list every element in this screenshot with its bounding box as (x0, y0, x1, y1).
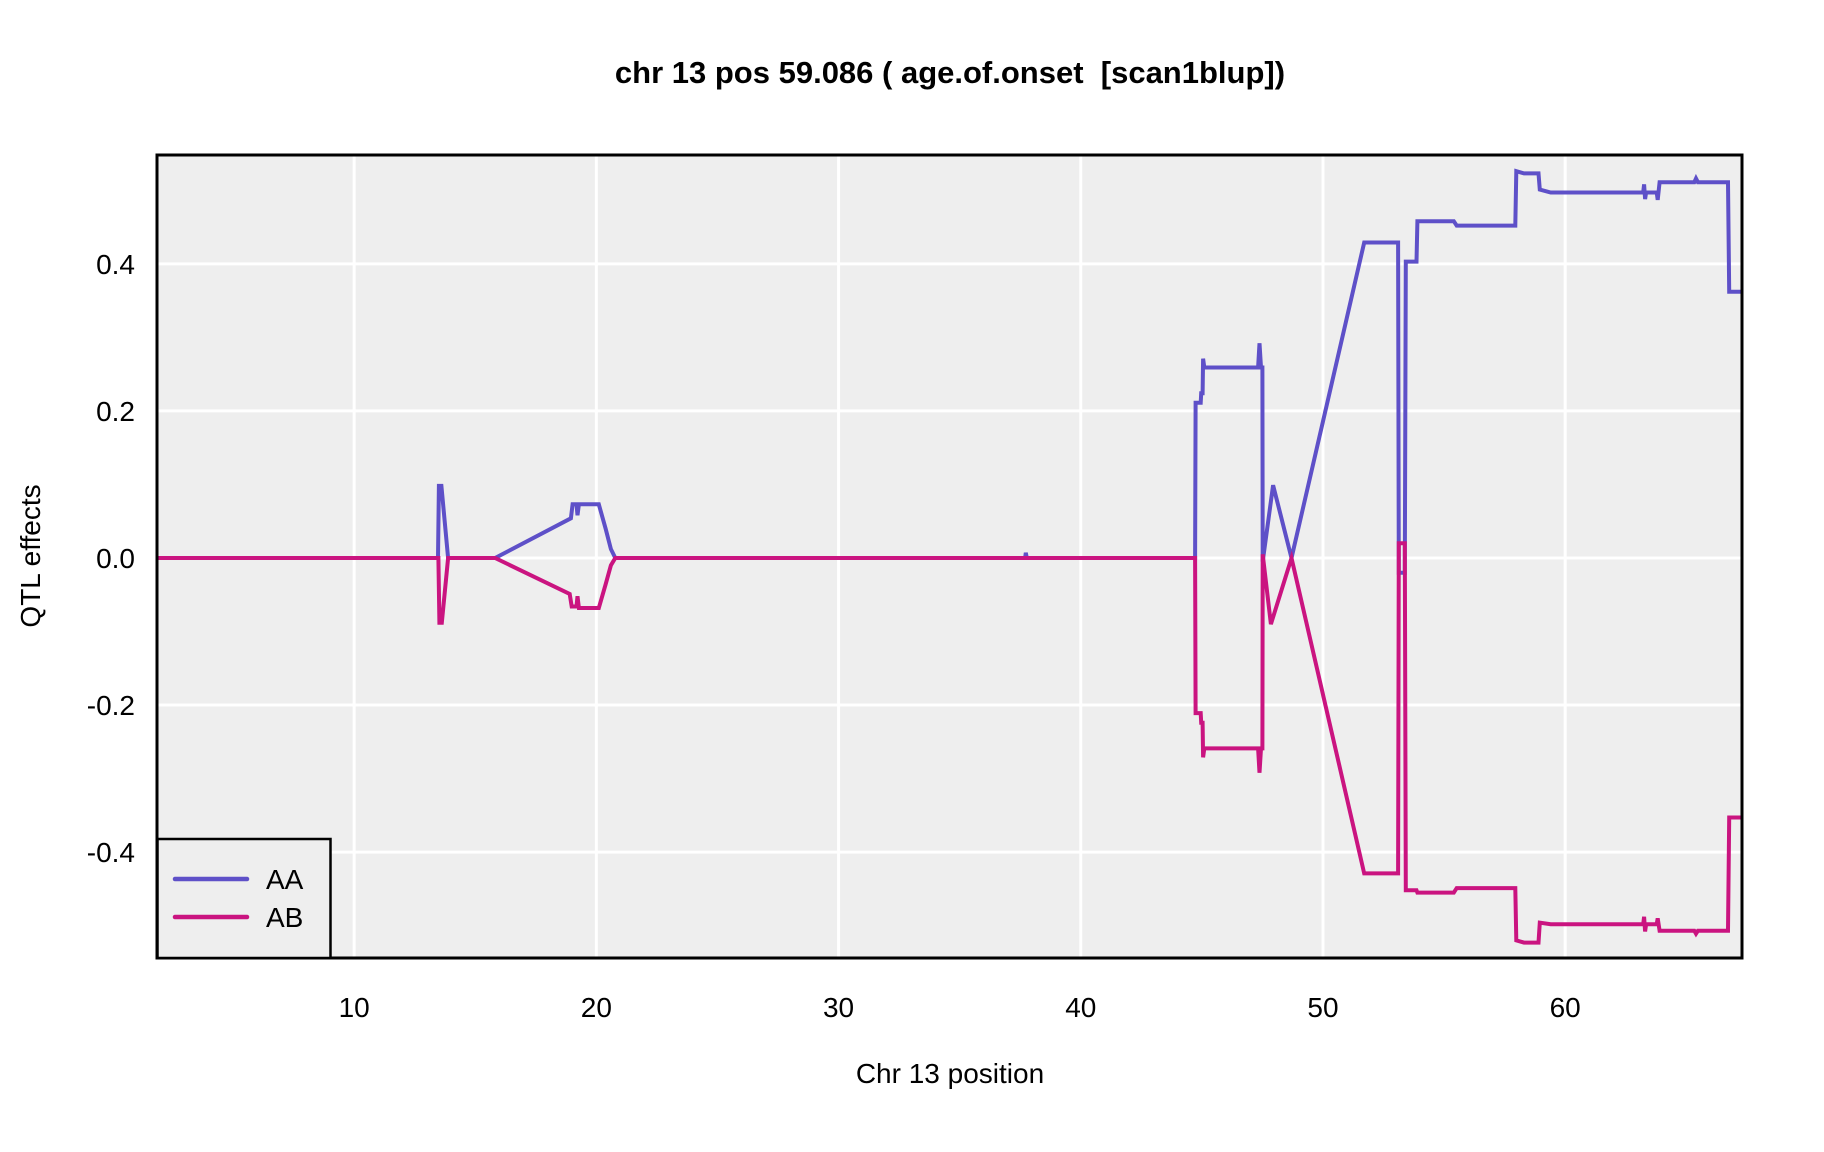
x-tick-label: 50 (1307, 992, 1338, 1023)
legend-aa-label: AA (266, 864, 304, 895)
x-tick-label: 40 (1065, 992, 1096, 1023)
tick-labels: 10 20 30 40 50 60 0.4 0.2 0.0 -0.2 -0.4 (87, 249, 1581, 1023)
y-axis-title: QTL effects (15, 484, 46, 627)
x-tick-label: 30 (823, 992, 854, 1023)
plot-panel-border (155, 153, 1744, 960)
y-tick-label: 0.4 (96, 249, 135, 280)
legend-ab-label: AB (266, 902, 303, 933)
legend-box (156, 837, 332, 960)
x-tick-label: 10 (339, 992, 370, 1023)
x-tick-label: 60 (1550, 992, 1581, 1023)
y-tick-label: -0.2 (87, 690, 135, 721)
y-tick-label: -0.4 (87, 837, 135, 868)
ab-series-line (157, 541, 1742, 945)
chart-title: chr 13 pos 59.086 ( age.of.onset [scan1b… (615, 55, 1285, 90)
y-tick-label: 0.0 (96, 543, 135, 574)
series-lines (157, 168, 1742, 945)
x-tick-label: 20 (581, 992, 612, 1023)
legend: AA AB (156, 837, 332, 960)
aa-series-line (157, 168, 1742, 575)
x-axis-title: Chr 13 position (856, 1058, 1044, 1089)
y-tick-label: 0.2 (96, 396, 135, 427)
